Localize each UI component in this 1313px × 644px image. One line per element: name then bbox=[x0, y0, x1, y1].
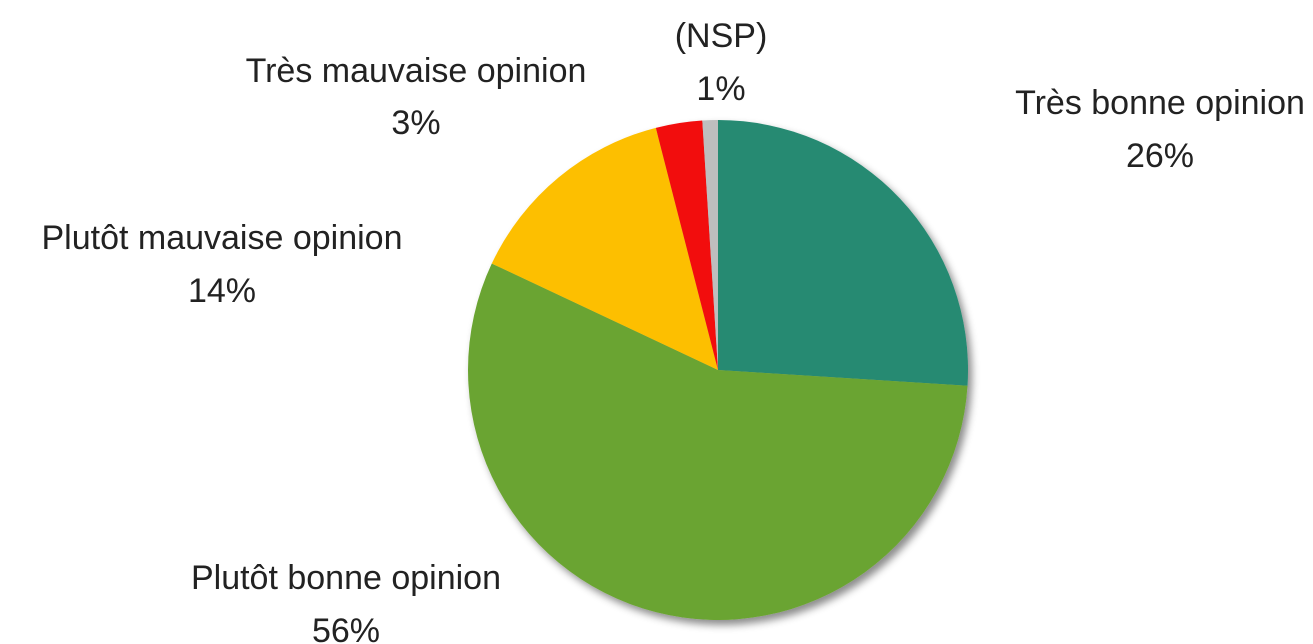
slice-labels: Très bonne opinion 26% Plutôt bonne opinio… bbox=[41, 17, 1304, 644]
slice-label-tres-bonne-opinion: Très bonne opinion bbox=[1015, 84, 1305, 122]
pie-slices bbox=[468, 119, 969, 620]
pie-slice-nsp bbox=[702, 119, 718, 370]
slice-value-plutot-bonne-opinion: 56% bbox=[312, 612, 380, 644]
slice-label-nsp: (NSP) bbox=[675, 17, 768, 55]
slice-label-tres-mauvaise-opinion: Très mauvaise opinion bbox=[246, 52, 587, 90]
slice-value-tres-mauvaise-opinion: 3% bbox=[391, 104, 440, 142]
pie-slice-plutot-mauvaise-opinion bbox=[491, 127, 718, 370]
slice-label-plutot-bonne-opinion: Plutôt bonne opinion bbox=[191, 559, 501, 597]
pie-slice-plutot-bonne-opinion bbox=[468, 263, 968, 620]
slice-value-nsp: 1% bbox=[696, 70, 745, 108]
slice-value-tres-bonne-opinion: 26% bbox=[1126, 137, 1194, 175]
pie-slice-tres-bonne-opinion bbox=[718, 120, 969, 386]
pie-slice-tres-mauvaise-opinion bbox=[655, 120, 718, 371]
slice-value-plutot-mauvaise-opinion: 14% bbox=[188, 272, 256, 310]
slice-label-plutot-mauvaise-opinion: Plutôt mauvaise opinion bbox=[41, 219, 402, 257]
